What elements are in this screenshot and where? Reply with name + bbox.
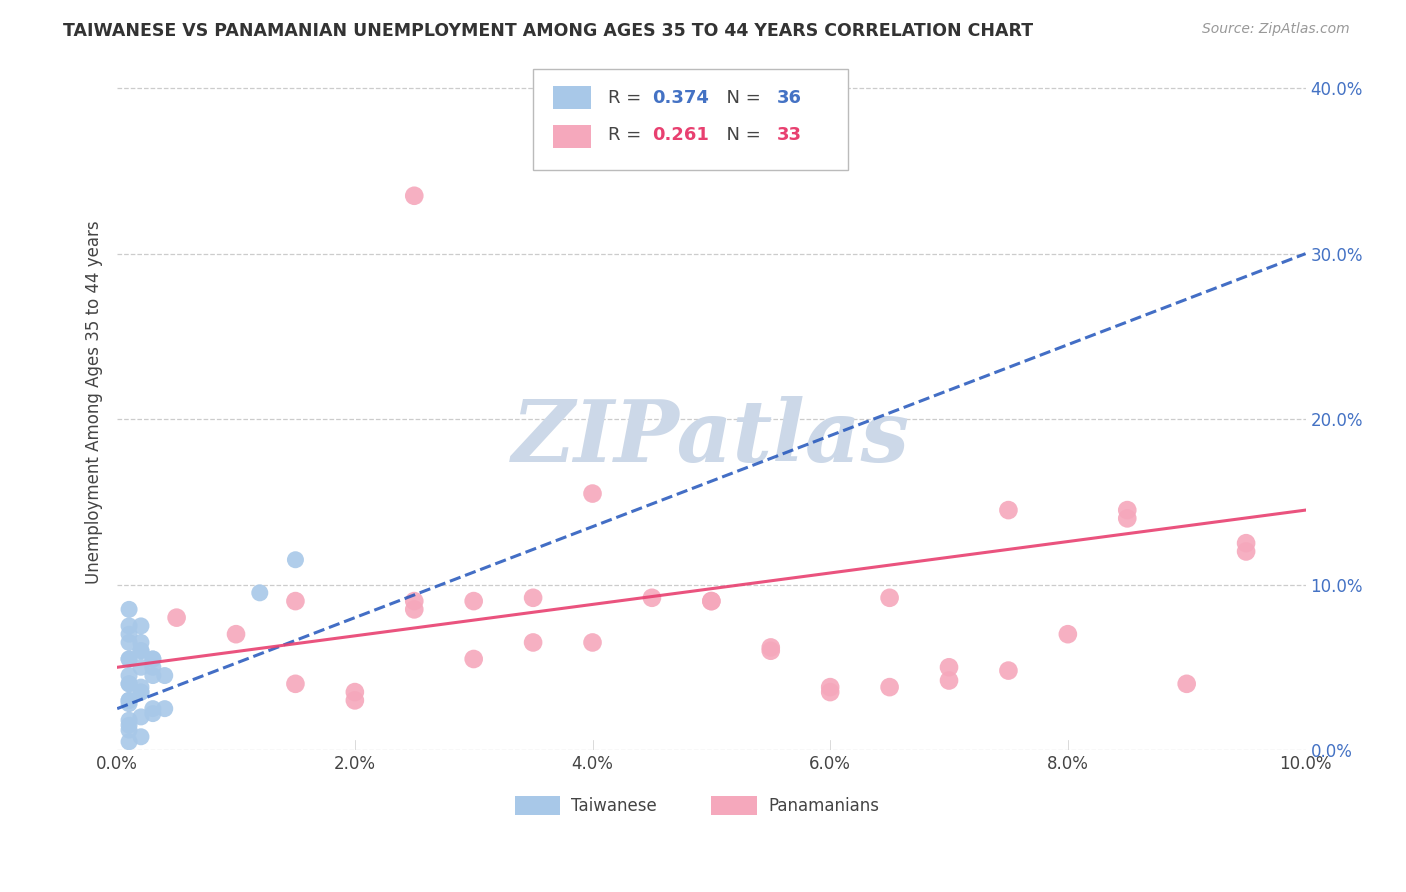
Point: [118, 619, 141, 633]
Text: TAIWANESE VS PANAMANIAN UNEMPLOYMENT AMONG AGES 35 TO 44 YEARS CORRELATION CHART: TAIWANESE VS PANAMANIAN UNEMPLOYMENT AMO…: [63, 22, 1033, 40]
Point: [118, 627, 141, 641]
Point: [818, 685, 841, 699]
Point: [249, 586, 271, 600]
Point: [142, 701, 165, 715]
Point: [1234, 544, 1257, 558]
Point: [129, 644, 152, 658]
Point: [284, 677, 307, 691]
Point: [1116, 511, 1139, 525]
Bar: [554, 87, 592, 109]
Point: [118, 677, 141, 691]
Point: [129, 710, 152, 724]
Point: [284, 553, 307, 567]
Point: [938, 673, 960, 688]
Point: [166, 610, 188, 624]
Point: [225, 627, 247, 641]
Point: [404, 594, 426, 608]
Point: [1234, 536, 1257, 550]
Point: [759, 640, 782, 655]
Point: [118, 723, 141, 738]
Point: [129, 685, 152, 699]
Point: [581, 486, 603, 500]
Point: [404, 602, 426, 616]
Point: [1175, 677, 1198, 691]
Point: [700, 594, 723, 608]
Point: [118, 735, 141, 749]
Point: [1116, 503, 1139, 517]
Point: [153, 668, 176, 682]
Text: R =: R =: [607, 88, 647, 106]
Text: Source: ZipAtlas.com: Source: ZipAtlas.com: [1202, 22, 1350, 37]
Point: [343, 685, 366, 699]
Point: [142, 668, 165, 682]
Point: [129, 660, 152, 674]
Point: [118, 693, 141, 707]
Text: 0.374: 0.374: [652, 88, 709, 106]
Point: [522, 591, 544, 605]
Point: [142, 660, 165, 674]
Point: [142, 652, 165, 666]
Point: [581, 635, 603, 649]
Point: [129, 619, 152, 633]
Text: Taiwanese: Taiwanese: [571, 797, 657, 814]
Y-axis label: Unemployment Among Ages 35 to 44 years: Unemployment Among Ages 35 to 44 years: [86, 220, 103, 584]
Point: [118, 697, 141, 711]
Point: [997, 664, 1019, 678]
Point: [129, 685, 152, 699]
Point: [129, 730, 152, 744]
Point: [118, 677, 141, 691]
Point: [118, 668, 141, 682]
Point: [997, 503, 1019, 517]
Text: Panamanians: Panamanians: [769, 797, 879, 814]
Text: R =: R =: [607, 126, 647, 144]
Point: [463, 652, 485, 666]
Bar: [515, 796, 561, 815]
Point: [641, 591, 664, 605]
Point: [284, 594, 307, 608]
Point: [153, 701, 176, 715]
Point: [118, 652, 141, 666]
Point: [404, 188, 426, 202]
Point: [118, 693, 141, 707]
Point: [129, 644, 152, 658]
Point: [463, 594, 485, 608]
Point: [118, 713, 141, 727]
Point: [118, 652, 141, 666]
Point: [879, 591, 901, 605]
Point: [142, 652, 165, 666]
Point: [700, 594, 723, 608]
Text: 33: 33: [776, 126, 801, 144]
FancyBboxPatch shape: [533, 69, 848, 169]
Point: [1056, 627, 1078, 641]
Bar: [554, 125, 592, 147]
Text: 0.261: 0.261: [652, 126, 709, 144]
Point: [118, 602, 141, 616]
Point: [522, 635, 544, 649]
Point: [129, 680, 152, 694]
Point: [118, 718, 141, 732]
Text: N =: N =: [714, 88, 766, 106]
Text: ZIPatlas: ZIPatlas: [512, 395, 911, 479]
Text: N =: N =: [714, 126, 766, 144]
Point: [142, 706, 165, 721]
Point: [818, 680, 841, 694]
Point: [118, 635, 141, 649]
Point: [879, 680, 901, 694]
Text: 36: 36: [776, 88, 801, 106]
Point: [759, 644, 782, 658]
Bar: [711, 796, 756, 815]
Point: [343, 693, 366, 707]
Point: [129, 635, 152, 649]
Point: [938, 660, 960, 674]
